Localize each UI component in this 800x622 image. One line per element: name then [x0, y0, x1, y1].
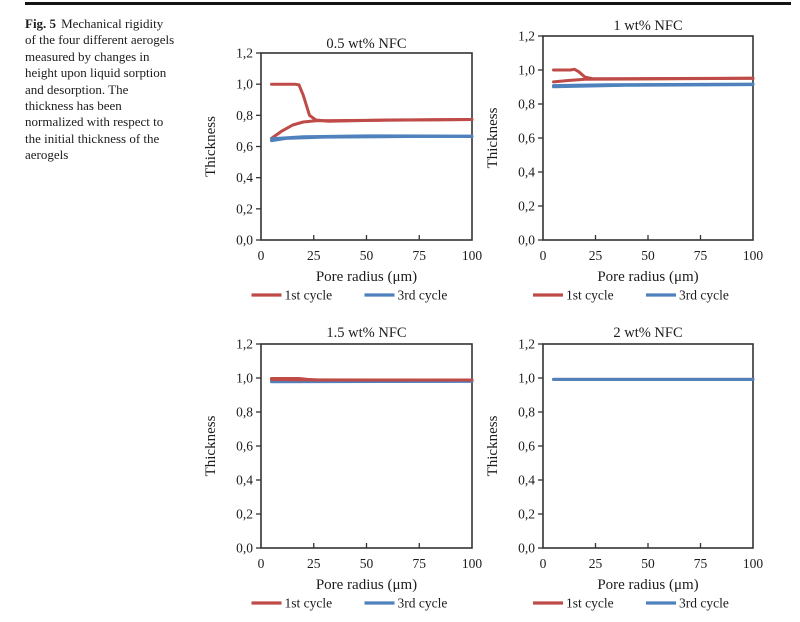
legend-label-1st-cycle: 1st cycle [285, 288, 333, 303]
x-tick-label: 0 [258, 556, 265, 571]
x-axis-label: Pore radius (μm) [597, 269, 698, 285]
y-axis-label: Thickness [485, 107, 501, 168]
y-axis-label: Thickness [203, 116, 219, 177]
page-top-rule [25, 2, 791, 5]
y-tick-label: 1,2 [236, 46, 253, 61]
x-tick-label: 75 [413, 248, 427, 263]
x-tick-label: 50 [641, 248, 655, 263]
x-tick-label: 100 [743, 556, 764, 571]
x-tick-label: 75 [694, 556, 708, 571]
y-tick-label: 0,2 [518, 507, 535, 522]
x-axis-label: Pore radius (μm) [316, 577, 417, 593]
chart-2-wt-nfc: 2 wt% NFC 0,0 0,2 0,4 0,6 0,8 1,0 1,2 0 25 50 75 100… [485, 325, 764, 611]
y-tick-label: 0,8 [518, 405, 535, 420]
legend-label-3rd-cycle: 3rd cycle [679, 596, 729, 611]
y-tick-label: 1,0 [518, 63, 535, 78]
series-line-3rd-cycle [270, 134, 474, 141]
legend-label-3rd-cycle: 3rd cycle [398, 288, 448, 303]
series-line-3rd-cycle [552, 83, 755, 89]
chart-title: 1.5 wt% NFC [326, 325, 406, 341]
legend-label-1st-cycle: 1st cycle [566, 596, 614, 611]
chart-1-5-wt-nfc: 1.5 wt% NFC 0,0 0,2 0,4 0,6 0,8 1,0 1,2 0 25 50 75 1… [203, 325, 483, 611]
x-tick-label: 25 [589, 248, 603, 263]
y-tick-label: 0,6 [236, 439, 253, 454]
x-tick-label: 75 [694, 248, 708, 263]
figure-caption: Fig. 5 Mechanical rigidity of the four di… [25, 16, 215, 163]
legend-label-1st-cycle: 1st cycle [285, 596, 333, 611]
x-tick-label: 25 [589, 556, 603, 571]
y-tick-label: 0,4 [236, 170, 253, 185]
y-tick-label: 0,0 [518, 541, 535, 556]
chart-1-wt-nfc: 1 wt% NFC 0,0 0,2 0,4 0,6 0,8 1,0 1,2 0 25 50 75 100… [485, 18, 764, 303]
x-tick-label: 0 [540, 556, 547, 571]
y-tick-label: 0,4 [236, 473, 253, 488]
y-tick-label: 0,2 [236, 507, 253, 522]
x-tick-label: 75 [413, 556, 427, 571]
series-line-1st-cycle [270, 82, 474, 123]
y-tick-label: 0,6 [518, 439, 535, 454]
y-tick-label: 0,4 [518, 165, 535, 180]
y-tick-label: 0,0 [518, 233, 535, 248]
x-tick-label: 25 [307, 248, 321, 263]
y-tick-label: 0,8 [236, 405, 253, 420]
y-tick-label: 0,8 [236, 108, 253, 123]
series-line-1st-cycle [552, 76, 755, 84]
figure-label: Fig. 5 [25, 16, 57, 31]
plot-frame [542, 35, 754, 241]
y-tick-label: 0,2 [236, 201, 253, 216]
x-tick-label: 50 [641, 556, 655, 571]
chart-title: 2 wt% NFC [613, 325, 682, 341]
y-tick-label: 0,2 [518, 199, 535, 214]
y-tick-label: 0,6 [236, 139, 253, 154]
y-tick-label: 1,0 [236, 77, 253, 92]
y-tick-label: 1,0 [518, 371, 535, 386]
y-tick-label: 0,6 [518, 131, 535, 146]
x-axis-label: Pore radius (μm) [316, 269, 417, 285]
chart-title: 1 wt% NFC [613, 18, 682, 34]
y-tick-label: 0,0 [236, 541, 253, 556]
series-line-1st-cycle [270, 378, 474, 382]
y-tick-label: 1,2 [518, 337, 535, 352]
y-tick-label: 0,8 [518, 97, 535, 112]
y-axis-label: Thickness [485, 415, 501, 476]
legend-label-3rd-cycle: 3rd cycle [398, 596, 448, 611]
x-tick-label: 0 [540, 248, 547, 263]
chart-0-5-wt-nfc: 0.5 wt% NFC 0,0 0,2 0,4 0,6 0,8 1,0 1,2 0 25 50 75 1… [203, 36, 483, 303]
plot-frame [542, 343, 754, 549]
x-tick-label: 100 [743, 248, 764, 263]
y-tick-label: 0,4 [518, 473, 535, 488]
legend-label-3rd-cycle: 3rd cycle [679, 288, 729, 303]
y-tick-label: 1,2 [518, 29, 535, 44]
y-tick-label: 1,2 [236, 337, 253, 352]
x-tick-label: 50 [360, 248, 374, 263]
plot-frame [260, 52, 473, 241]
x-tick-label: 50 [360, 556, 374, 571]
chart-title: 0.5 wt% NFC [326, 36, 406, 52]
y-tick-label: 0,0 [236, 233, 253, 248]
x-tick-label: 100 [462, 248, 483, 263]
figure-caption-text: Mechanical rigidity of the four differen… [25, 16, 175, 162]
x-axis-label: Pore radius (μm) [597, 577, 698, 593]
x-tick-label: 0 [258, 248, 265, 263]
x-tick-label: 25 [307, 556, 321, 571]
y-tick-label: 1,0 [236, 371, 253, 386]
legend-label-1st-cycle: 1st cycle [566, 288, 614, 303]
series-line-1st-cycle [270, 118, 474, 140]
y-axis-label: Thickness [203, 415, 219, 476]
x-tick-label: 100 [462, 556, 483, 571]
plot-frame [260, 343, 473, 549]
